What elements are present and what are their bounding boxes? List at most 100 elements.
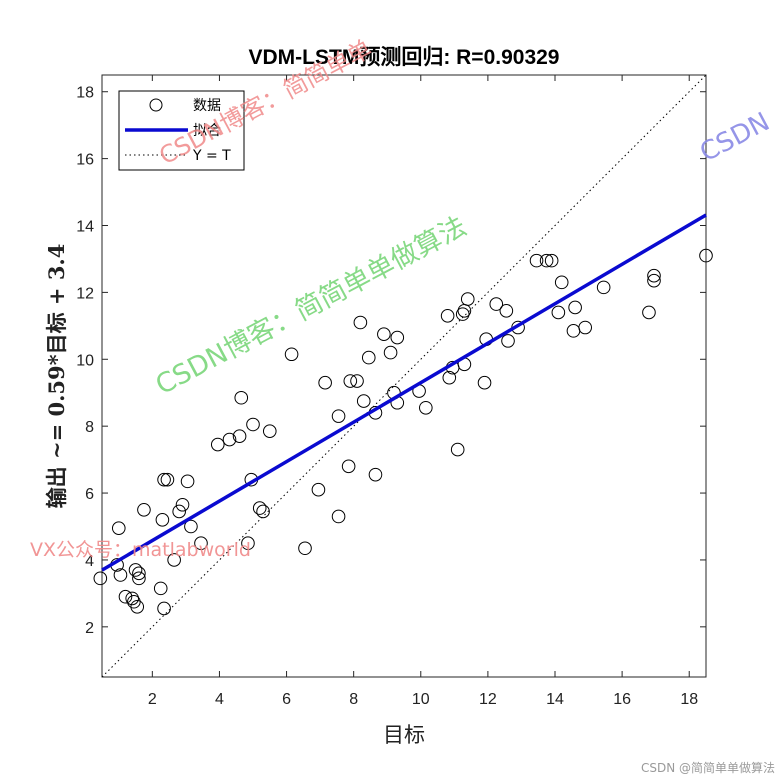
data-point [132, 571, 146, 586]
data-point [460, 292, 475, 306]
data-point [160, 472, 175, 487]
data-point [252, 501, 267, 515]
y-tick-label: 14 [76, 219, 94, 236]
y-tick-label: 6 [85, 486, 94, 503]
data-point [184, 519, 198, 534]
data-point [499, 303, 514, 318]
data-point [246, 417, 260, 432]
data-point [194, 536, 208, 551]
data-point [111, 521, 126, 535]
y-tick-label: 4 [85, 553, 94, 570]
data-point [331, 409, 346, 423]
data-point [343, 374, 358, 388]
data-point [489, 297, 504, 311]
data-point [647, 268, 661, 283]
x-tick-labels: 2 4 6 8 10 12 14 16 18 [148, 691, 698, 708]
data-point [93, 571, 108, 586]
data-point [477, 375, 492, 390]
data-point [551, 305, 566, 320]
footer-credit: CSDN @简简单单做算法 [641, 760, 775, 775]
data-point [455, 307, 470, 321]
x-tick-label: 16 [613, 691, 631, 708]
data-point [383, 345, 398, 360]
y-axis-label: 输出 ~= 0.59*目标 + 3.4 [44, 244, 69, 509]
y-tick-label: 16 [76, 152, 94, 169]
fit-line [101, 213, 707, 572]
data-point [157, 472, 171, 487]
chart-title: VDM-LSTM预测回归: R=0.90329 [249, 46, 560, 69]
data-point [390, 330, 405, 345]
data-point [157, 601, 171, 616]
data-point [699, 248, 713, 263]
data-point [125, 591, 139, 606]
data-point [172, 504, 186, 519]
data-point [450, 442, 465, 457]
data-point [167, 553, 181, 567]
x-tick-label: 12 [479, 691, 497, 708]
data-point [350, 374, 364, 388]
data-point [241, 536, 255, 551]
data-point [356, 394, 371, 408]
data-point [180, 474, 195, 489]
data-point [529, 253, 544, 268]
data-point [130, 599, 145, 614]
x-tick-label: 10 [412, 691, 430, 708]
data-point [377, 327, 391, 341]
y-tick-labels: 2 4 6 8 10 12 14 16 18 [76, 85, 94, 637]
x-tick-label: 2 [148, 691, 157, 708]
data-point [128, 563, 143, 577]
data-point [368, 467, 383, 482]
data-point [137, 502, 151, 517]
x-axis-label: 目标 [383, 723, 425, 747]
legend-label-data: 数据 [193, 98, 221, 114]
x-tick-label: 8 [349, 691, 358, 708]
data-point [262, 424, 277, 438]
data-point [210, 437, 225, 452]
data-point [539, 253, 554, 268]
data-point [647, 273, 661, 288]
data-point [298, 541, 312, 556]
data-point [419, 400, 433, 415]
x-tick-label: 14 [546, 691, 564, 708]
y-tick-label: 2 [85, 620, 94, 637]
watermark-red-left: VX公众号：matlabworld [30, 539, 251, 561]
y-tick-label: 12 [76, 285, 94, 302]
x-tick-label: 18 [680, 691, 698, 708]
x-tick-label: 6 [282, 691, 291, 708]
data-point [175, 497, 190, 512]
data-point [361, 350, 376, 365]
x-tick-label: 4 [215, 691, 224, 708]
data-point [596, 280, 611, 295]
data-point [256, 504, 270, 519]
data-point [118, 589, 133, 604]
data-point [234, 390, 249, 405]
data-point [341, 459, 356, 474]
data-point [568, 300, 582, 315]
data-point [113, 568, 128, 582]
data-point [544, 253, 559, 268]
data-point [501, 334, 515, 348]
y-tick-label: 18 [76, 85, 94, 102]
legend-marker-data [149, 98, 163, 112]
data-point [578, 320, 593, 335]
legend-label-fit: 拟合 [193, 123, 221, 139]
data-point [353, 315, 368, 330]
data-point [331, 509, 346, 524]
data-point [440, 309, 455, 323]
y-tick-label: 8 [85, 419, 94, 436]
data-point [155, 513, 170, 527]
data-point [318, 375, 332, 390]
data-point [554, 275, 569, 290]
legend: 数据 拟合 Y = T [118, 90, 245, 171]
data-point [153, 581, 168, 596]
tick-marks [102, 75, 706, 677]
data-point [442, 370, 457, 385]
legend-label-identity: Y = T [192, 148, 231, 164]
data-point [284, 347, 299, 362]
data-point [642, 305, 656, 320]
y-tick-label: 10 [76, 352, 94, 369]
data-point [132, 566, 146, 581]
data-point [222, 432, 237, 447]
data-point [311, 482, 326, 497]
